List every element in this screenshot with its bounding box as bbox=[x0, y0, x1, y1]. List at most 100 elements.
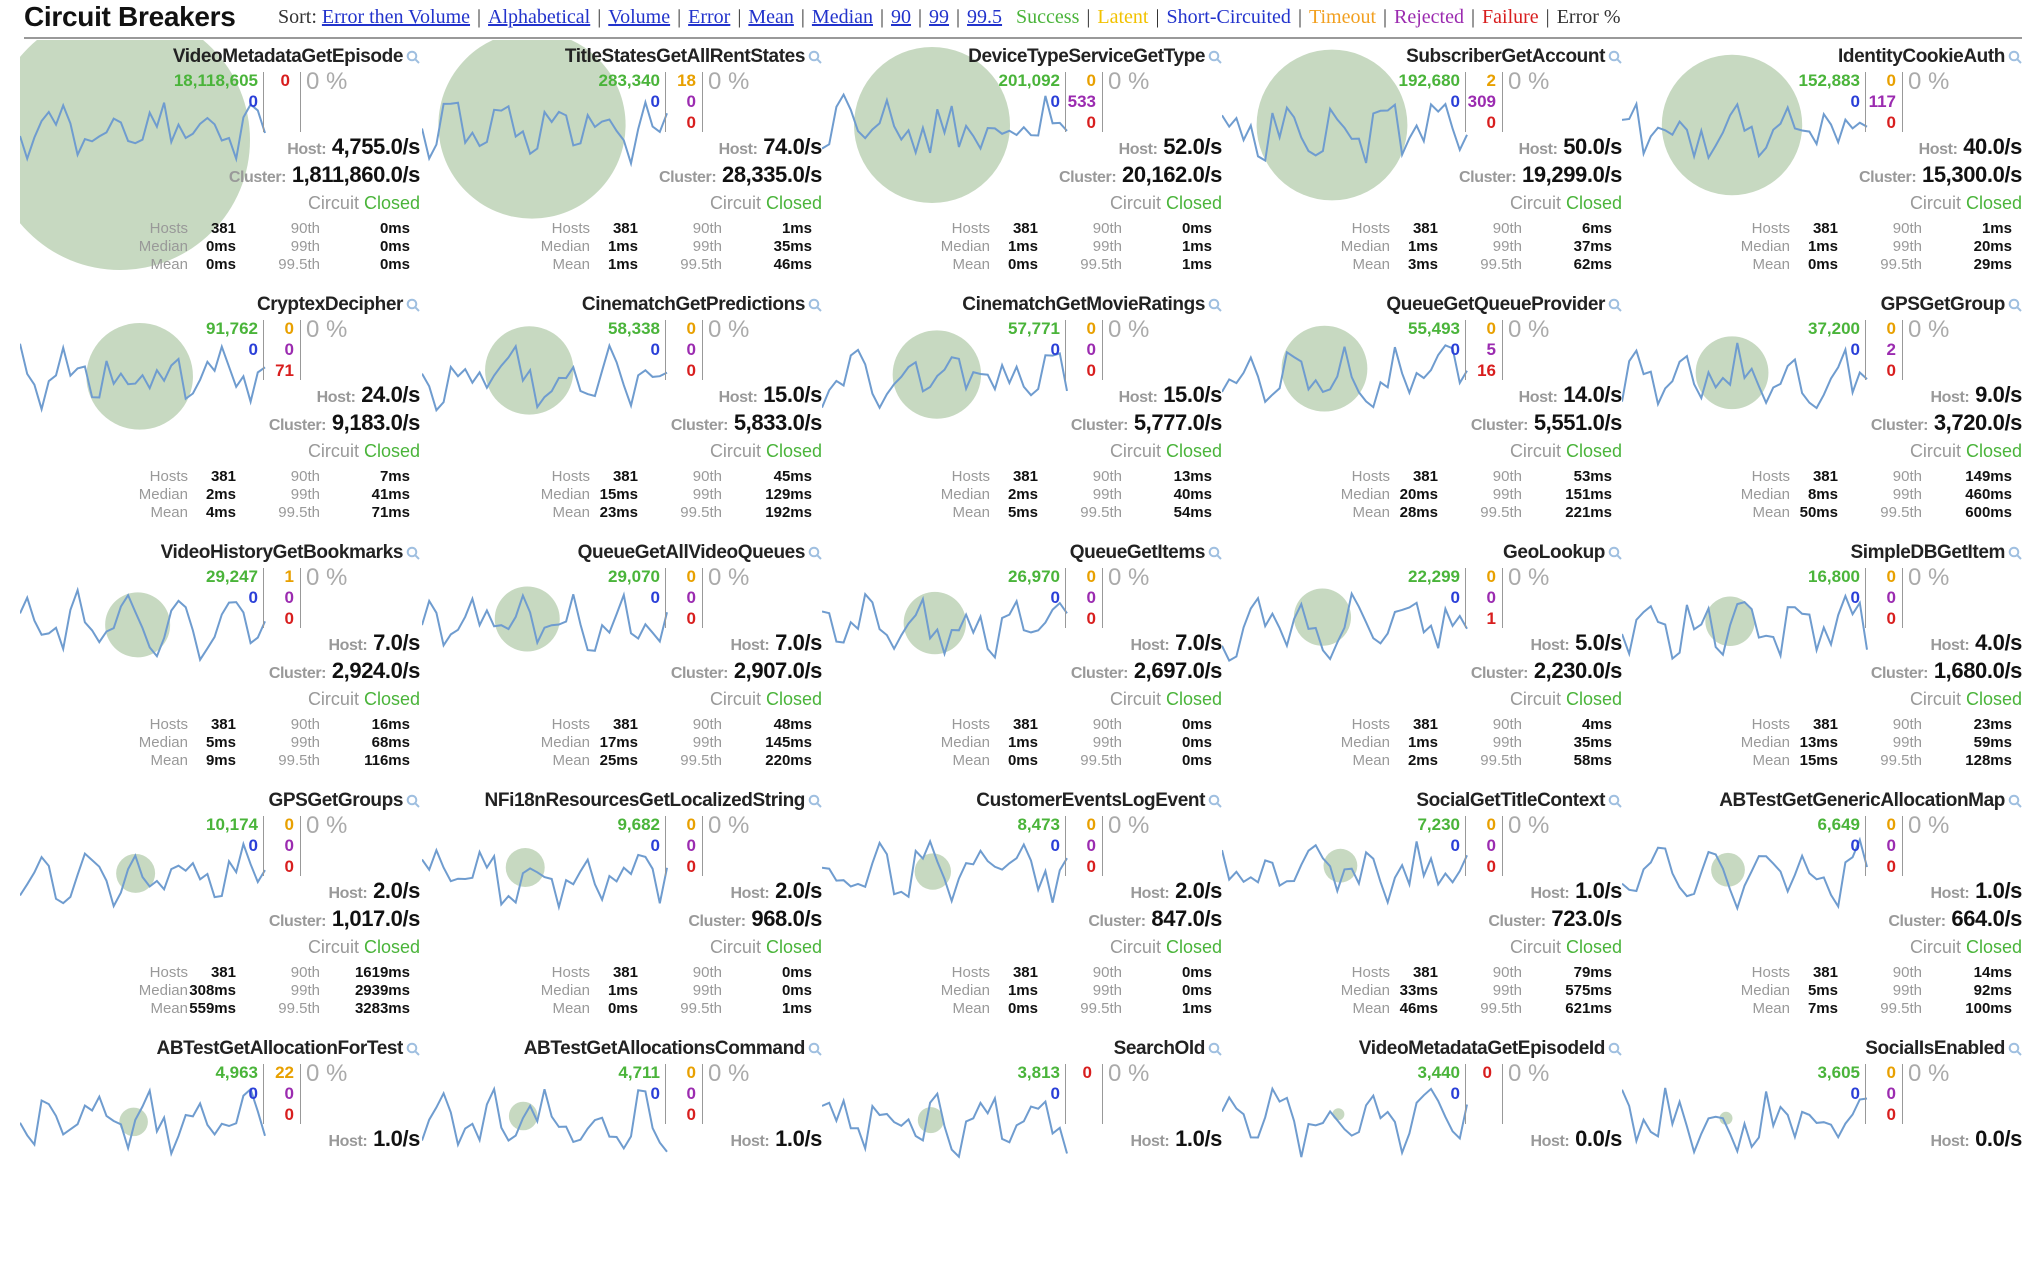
search-icon[interactable] bbox=[808, 794, 822, 808]
cluster-rate-value: 9,183.0/s bbox=[331, 410, 420, 435]
circuit-status: Circuit Closed bbox=[1110, 937, 1222, 958]
search-icon[interactable] bbox=[1208, 1042, 1222, 1056]
sort-link-8[interactable]: 99.5 bbox=[967, 6, 1003, 28]
sort-link-0[interactable]: Error then Volume bbox=[321, 6, 471, 28]
latency-stats: Hosts Median Mean 381 2ms 5ms 90th 99th 99.5th 13… bbox=[822, 468, 1222, 528]
rate-sparkline bbox=[1622, 593, 1868, 661]
search-icon[interactable] bbox=[808, 1042, 822, 1056]
search-icon[interactable] bbox=[2008, 794, 2022, 808]
search-icon[interactable] bbox=[406, 546, 420, 560]
p995-label: 99.5th bbox=[680, 256, 722, 273]
hosts-value: 381 bbox=[1012, 220, 1038, 237]
median-value: 15ms bbox=[599, 486, 638, 503]
search-icon[interactable] bbox=[808, 298, 822, 312]
divider bbox=[263, 816, 264, 876]
short-circuited-count: 0 bbox=[650, 340, 660, 359]
cluster-label: Cluster: bbox=[688, 913, 746, 930]
p90-value: 0ms bbox=[1181, 716, 1212, 733]
host-label: Host: bbox=[730, 885, 770, 902]
search-icon[interactable] bbox=[1208, 546, 1222, 560]
cluster-rate-value: 2,907.0/s bbox=[733, 658, 822, 683]
hosts-label: Hosts bbox=[951, 220, 990, 237]
separator: | bbox=[1297, 6, 1302, 28]
search-icon[interactable] bbox=[808, 50, 822, 64]
mean-label: Mean bbox=[1752, 256, 1790, 273]
graph-area bbox=[422, 847, 668, 912]
host-rate: Host: 50.0/s bbox=[1519, 134, 1622, 160]
count-column-2: 0 0 0 bbox=[285, 814, 294, 877]
search-icon[interactable] bbox=[1608, 794, 1622, 808]
latent-count: 0 bbox=[1486, 815, 1496, 834]
success-count: 37,200 bbox=[1808, 319, 1860, 338]
p90-label: 90th bbox=[1492, 716, 1522, 733]
mean-label: Mean bbox=[150, 256, 188, 273]
cluster-label: Cluster: bbox=[1070, 665, 1129, 682]
search-icon[interactable] bbox=[1608, 50, 1622, 64]
sort-link-4[interactable]: Mean bbox=[748, 6, 794, 28]
rejected-count: 0 bbox=[284, 1084, 294, 1103]
cluster-label: Cluster: bbox=[1870, 417, 1929, 434]
success-count: 7,230 bbox=[1417, 815, 1460, 834]
search-icon[interactable] bbox=[406, 298, 420, 312]
host-rate: Host: 9.0/s bbox=[1930, 382, 2022, 408]
divider bbox=[300, 72, 301, 132]
search-icon[interactable] bbox=[2008, 546, 2022, 560]
sort-link-6[interactable]: 90 bbox=[891, 6, 912, 28]
sort-link-5[interactable]: Median bbox=[811, 6, 873, 28]
cluster-rate: Cluster: 968.0/s bbox=[688, 906, 822, 932]
median-value: 1ms bbox=[1007, 982, 1038, 999]
sort-link-7[interactable]: 99 bbox=[929, 6, 950, 28]
search-icon[interactable] bbox=[808, 546, 822, 560]
host-rate-value: 50.0/s bbox=[1563, 134, 1622, 159]
search-icon[interactable] bbox=[1208, 50, 1222, 64]
search-icon[interactable] bbox=[2008, 50, 2022, 64]
search-icon[interactable] bbox=[1608, 1042, 1622, 1056]
cluster-rate-value: 664.0/s bbox=[1951, 906, 2022, 931]
hosts-value: 381 bbox=[1812, 468, 1838, 485]
graph-area bbox=[422, 1085, 668, 1153]
separator: | bbox=[918, 6, 923, 28]
p90-value: 16ms bbox=[371, 716, 410, 733]
host-label: Host: bbox=[316, 389, 356, 406]
search-icon[interactable] bbox=[406, 1042, 420, 1056]
counts: 29,247 0 1 0 0 0 % bbox=[20, 564, 420, 630]
host-rate-value: 5.0/s bbox=[1575, 630, 1622, 655]
p90-value: 13ms bbox=[1173, 468, 1212, 485]
sort-link-1[interactable]: Alphabetical bbox=[488, 6, 591, 28]
search-icon[interactable] bbox=[1208, 298, 1222, 312]
circuit-card: CryptexDecipher 91,762 0 0 0 71 0 % Host: 24.0/… bbox=[20, 288, 420, 536]
sort-link-2[interactable]: Volume bbox=[608, 6, 671, 28]
search-icon[interactable] bbox=[406, 794, 420, 808]
volume-bubble bbox=[438, 40, 626, 219]
circuit-status-value: Closed bbox=[765, 193, 822, 213]
host-rate: Host: 7.0/s bbox=[1130, 630, 1222, 656]
hosts-value: 381 bbox=[210, 716, 236, 733]
graph-area bbox=[1622, 54, 1868, 196]
search-icon[interactable] bbox=[1608, 546, 1622, 560]
count-column-2: 0 0 0 bbox=[1487, 814, 1496, 877]
success-count: 8,473 bbox=[1017, 815, 1060, 834]
search-icon[interactable] bbox=[406, 50, 420, 64]
latent-count: 0 bbox=[686, 319, 696, 338]
success-count: 192,680 bbox=[1398, 71, 1460, 90]
circuit-name: QueueGetItems bbox=[1070, 542, 1222, 564]
host-label: Host: bbox=[1530, 637, 1570, 654]
success-count: 55,493 bbox=[1408, 319, 1460, 338]
host-label: Host: bbox=[1918, 141, 1958, 158]
median-label: Median bbox=[138, 486, 188, 503]
search-icon[interactable] bbox=[2008, 298, 2022, 312]
count-column-2: 0 0 0 bbox=[687, 1062, 696, 1125]
search-icon[interactable] bbox=[2008, 1042, 2022, 1056]
divider bbox=[1102, 568, 1103, 628]
host-label: Host: bbox=[1130, 637, 1170, 654]
p995-label: 99.5th bbox=[278, 1000, 320, 1017]
count-column-2: 0 2 0 bbox=[1887, 318, 1896, 381]
separator: | bbox=[880, 6, 885, 28]
volume-bubble bbox=[494, 586, 560, 652]
search-icon[interactable] bbox=[1608, 298, 1622, 312]
search-icon[interactable] bbox=[1208, 794, 1222, 808]
sort-link-3[interactable]: Error bbox=[688, 6, 731, 28]
circuit-name: GPSGetGroups bbox=[268, 790, 420, 812]
divider bbox=[1065, 320, 1066, 380]
count-column-2: 22 0 0 bbox=[275, 1062, 294, 1125]
